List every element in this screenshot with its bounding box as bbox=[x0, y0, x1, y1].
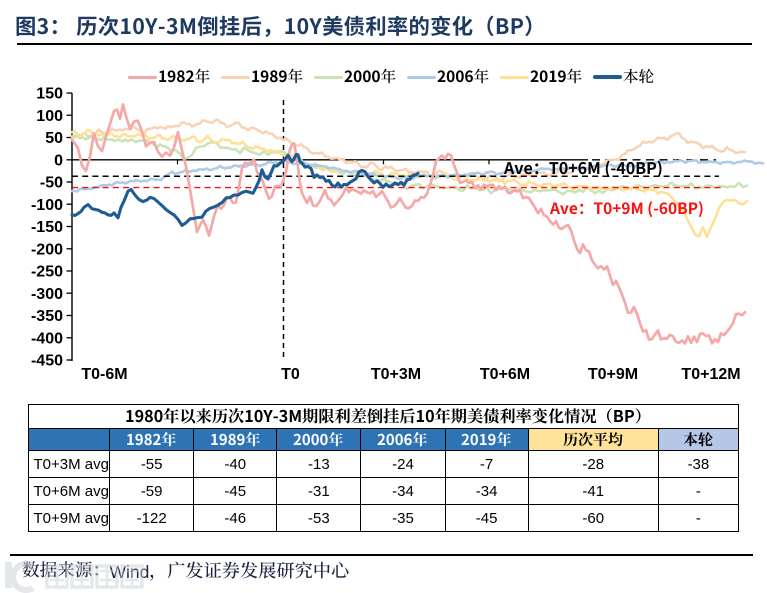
svg-text:50: 50 bbox=[45, 130, 63, 147]
svg-text:T0+3M: T0+3M bbox=[371, 366, 421, 383]
svg-text:-350: -350 bbox=[31, 308, 63, 325]
svg-text:-450: -450 bbox=[31, 353, 63, 370]
svg-text:T0: T0 bbox=[281, 366, 300, 383]
svg-text:100: 100 bbox=[36, 108, 63, 125]
svg-text:-300: -300 bbox=[31, 286, 63, 303]
svg-text:T0-6M: T0-6M bbox=[81, 366, 127, 383]
svg-text:-250: -250 bbox=[31, 264, 63, 281]
svg-text:-100: -100 bbox=[31, 197, 63, 214]
svg-text:T0+9M: T0+9M bbox=[588, 366, 638, 383]
svg-text:T0+12M: T0+12M bbox=[681, 366, 740, 383]
svg-text:150: 150 bbox=[36, 86, 63, 103]
svg-text:-150: -150 bbox=[31, 219, 63, 236]
svg-text:T0+6M: T0+6M bbox=[480, 366, 530, 383]
svg-text:-400: -400 bbox=[31, 330, 63, 347]
svg-text:-200: -200 bbox=[31, 241, 63, 258]
svg-text:-50: -50 bbox=[40, 175, 63, 192]
svg-text:0: 0 bbox=[54, 152, 63, 169]
